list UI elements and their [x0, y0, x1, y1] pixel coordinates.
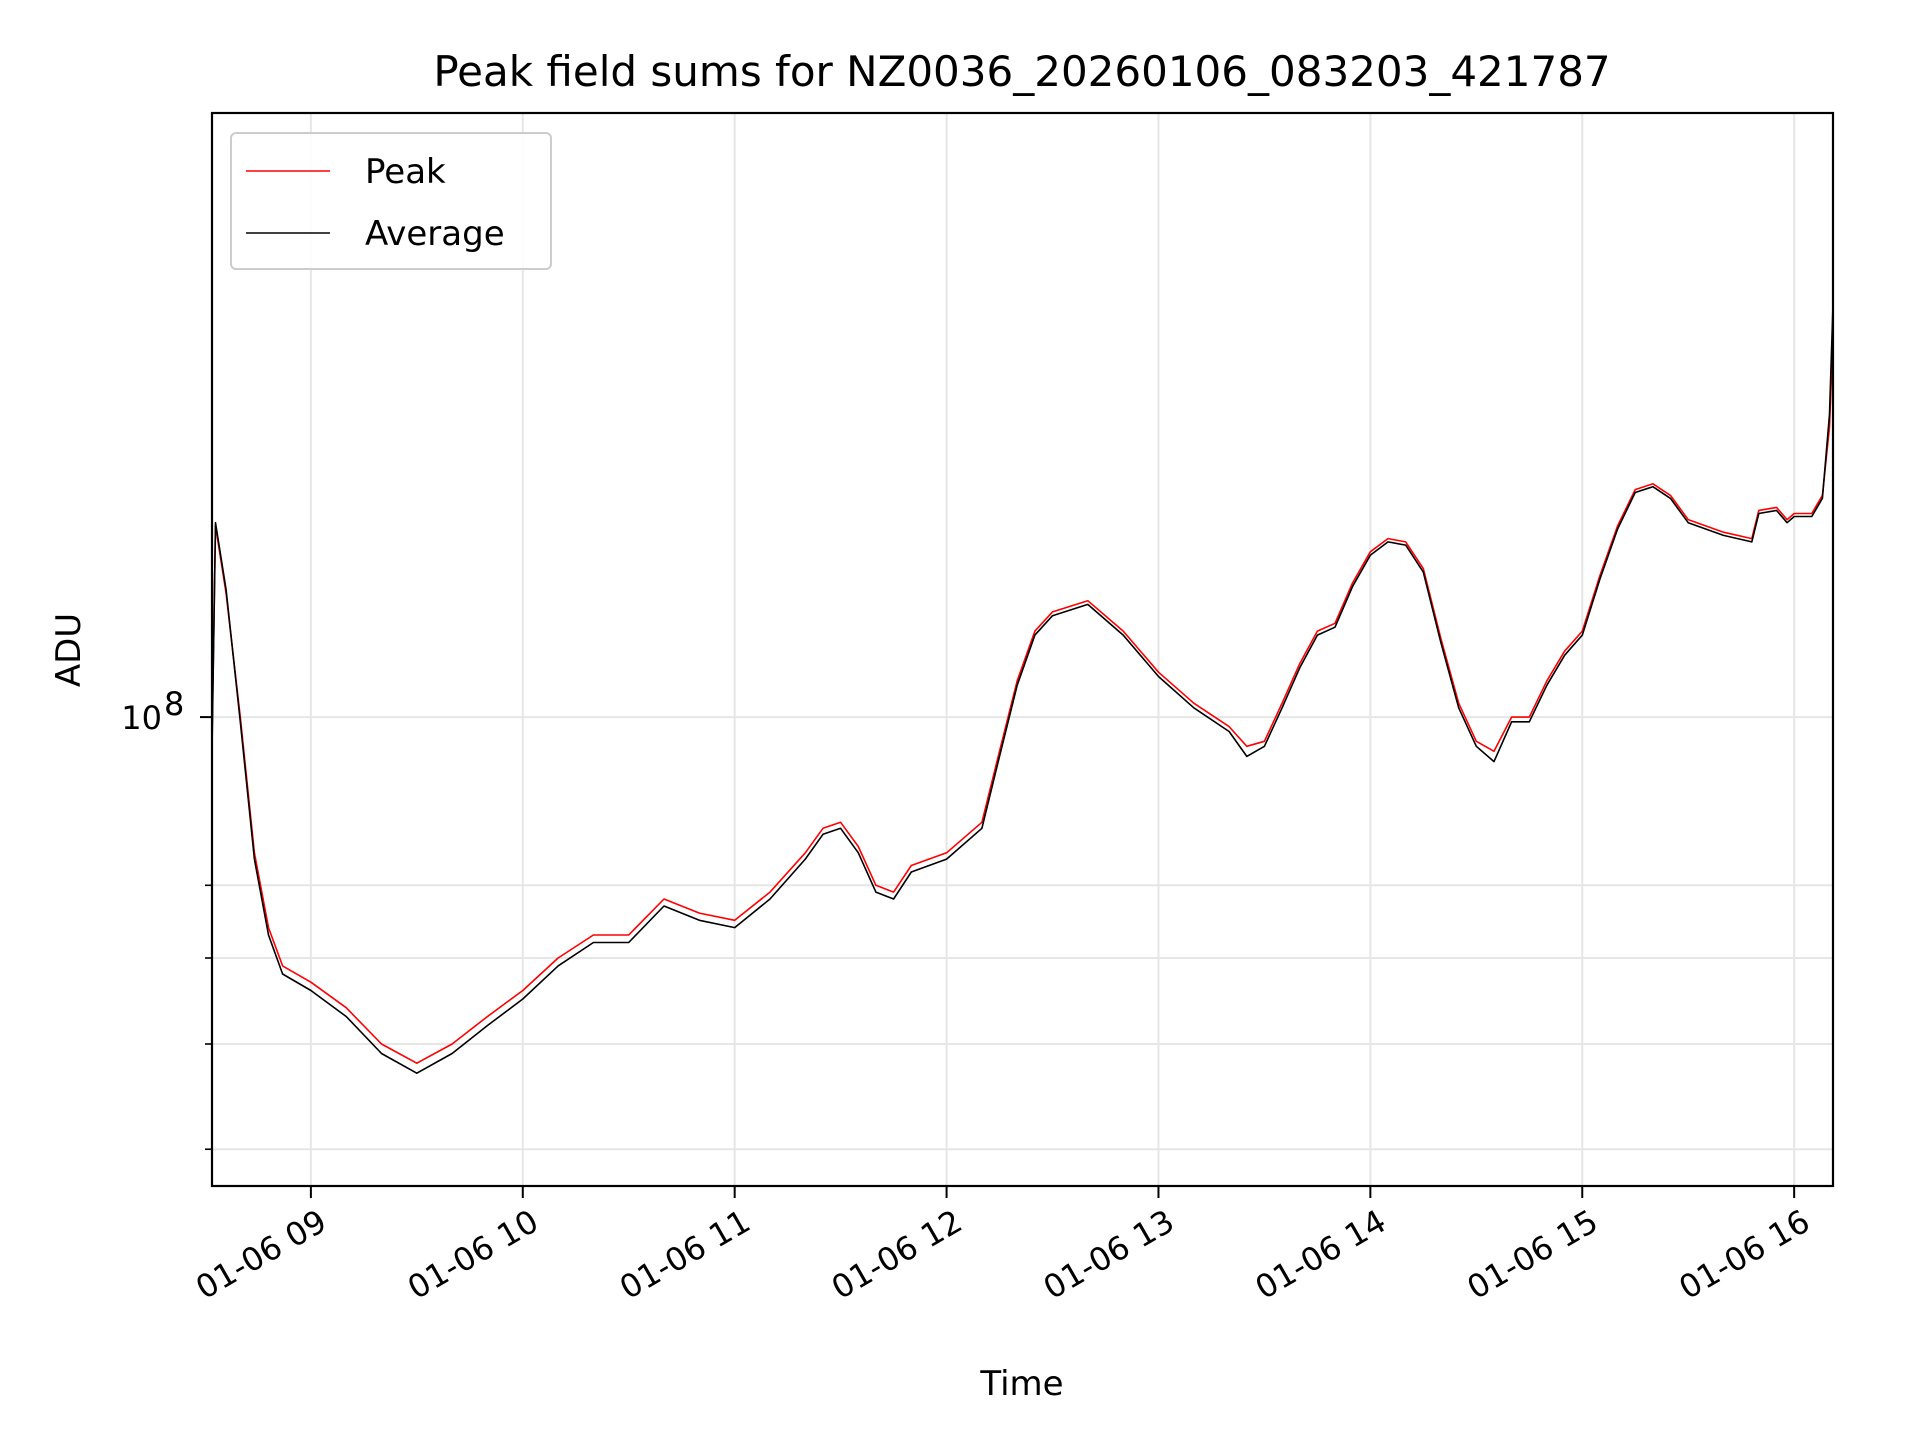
y-axis: 10 8 — [121, 685, 212, 1151]
legend-box — [230, 132, 552, 270]
y-tick-label: 10 — [121, 699, 162, 737]
series-line-average — [211, 304, 1834, 1074]
series-layer — [211, 304, 1834, 1074]
series-line-peak — [211, 334, 1834, 1064]
legend-label-average: Average — [365, 214, 505, 254]
x-axis-label: Time — [979, 1364, 1063, 1404]
legend-label-peak: Peak — [365, 152, 446, 192]
plot-frame — [210, 111, 1835, 1188]
legend: Peak Average — [230, 132, 552, 270]
chart-title: Peak field sums for NZ0036_20260106_0832… — [433, 47, 1610, 96]
y-tick-label-exponent: 8 — [164, 685, 184, 723]
grid — [212, 113, 1833, 1186]
y-axis-label: ADU — [49, 613, 89, 687]
